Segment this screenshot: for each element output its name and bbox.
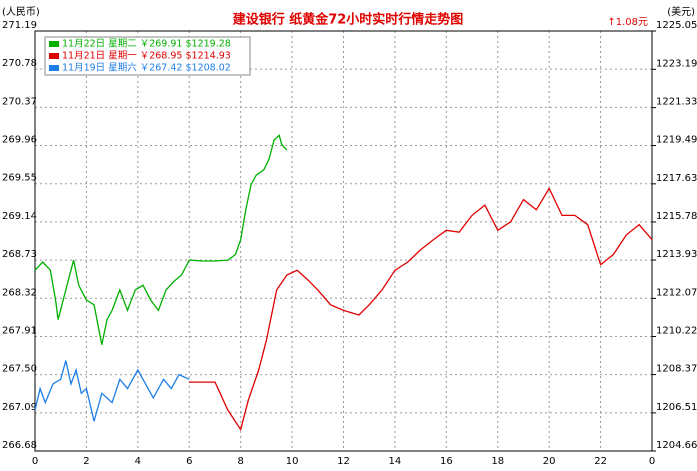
y-tick-label: 268.32 xyxy=(2,287,37,298)
chart-title: 建设银行 纸黄金72小时实时行情走势图 xyxy=(233,12,464,28)
y-tick-label: 271.19 xyxy=(2,20,37,31)
y-tick-label: 270.37 xyxy=(2,96,37,107)
y-tick-label: 267.50 xyxy=(2,364,37,375)
x-tick-label: 0 xyxy=(649,456,655,467)
y2-tick-label: 1208.37 xyxy=(656,364,697,375)
legend-swatch xyxy=(49,65,59,71)
x-tick-label: 16 xyxy=(440,456,453,467)
y2-tick-label: 1206.51 xyxy=(656,402,697,413)
legend-label: 11月22日 星期二 ￥269.91 $1219.28 xyxy=(62,39,231,50)
y2-tick-label: 1210.22 xyxy=(656,325,697,336)
y-tick-label: 268.73 xyxy=(2,249,37,260)
y2-tick-label: 1213.93 xyxy=(656,249,697,260)
legend-box xyxy=(44,36,251,76)
x-tick-label: 10 xyxy=(286,456,299,467)
plot-border xyxy=(34,30,653,452)
y2-tick-label: 1215.78 xyxy=(656,211,697,222)
y2-axis-label: (美元) xyxy=(667,5,695,18)
y2-tick-label: 1221.33 xyxy=(656,97,697,108)
legend-label: 11月19日 星期六 ￥267.42 $1208.02 xyxy=(62,62,231,74)
line-series xyxy=(34,360,190,422)
x-tick-label: 18 xyxy=(491,456,504,467)
x-tick-label: 14 xyxy=(389,456,402,467)
y2-tick-label: 1219.49 xyxy=(656,135,697,146)
y-axis-label: (人民币) xyxy=(2,6,40,18)
y-tick-label: 269.96 xyxy=(2,135,37,146)
x-tick-label: 22 xyxy=(594,456,607,467)
y2-tick-label: 1204.66 xyxy=(656,440,697,451)
x-tick-label: 12 xyxy=(337,456,350,467)
y-tick-label: 267.09 xyxy=(2,402,37,413)
y2-tick-label: 1212.07 xyxy=(656,287,697,298)
legend-swatch xyxy=(49,41,59,47)
y2-tick-label: 1217.63 xyxy=(656,173,697,184)
x-tick-label: 0 xyxy=(32,456,38,467)
x-tick-label: 6 xyxy=(186,456,192,467)
legend-label: 11月21日 星期一 ￥268.95 $1214.93 xyxy=(62,51,231,62)
y2-tick-label: 1225.05 xyxy=(656,20,697,31)
x-tick-label: 20 xyxy=(543,456,556,467)
legend-swatch xyxy=(49,53,59,59)
x-tick-label: 2 xyxy=(83,456,89,467)
y-tick-label: 269.55 xyxy=(2,173,37,184)
y-tick-label: 269.14 xyxy=(2,211,37,222)
x-tick-label: 4 xyxy=(135,456,141,467)
y-tick-label: 267.91 xyxy=(2,325,37,336)
line-series xyxy=(189,187,653,432)
x-tick-label: 8 xyxy=(237,456,243,467)
annotation: ↑1.08元 xyxy=(607,17,648,28)
y-tick-label: 270.78 xyxy=(2,58,37,69)
line-series xyxy=(34,134,288,345)
y2-tick-label: 1223.19 xyxy=(656,58,697,69)
y-tick-label: 266.68 xyxy=(2,440,37,451)
